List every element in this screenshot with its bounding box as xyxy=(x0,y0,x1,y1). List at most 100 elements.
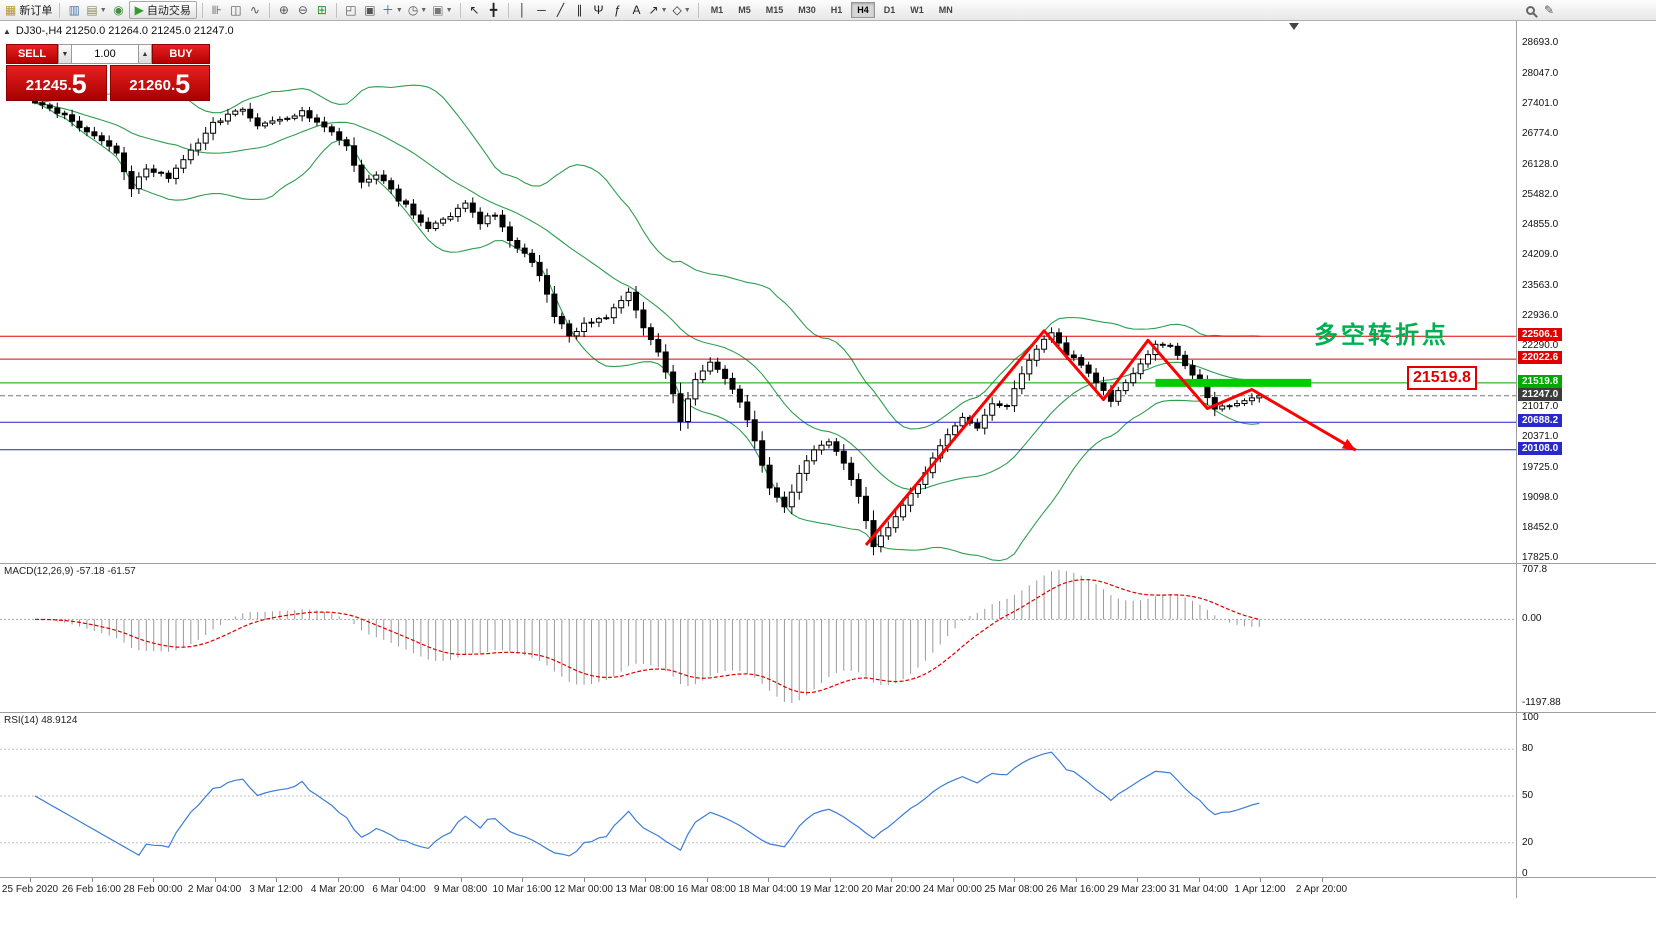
bollinger-bands xyxy=(34,83,1260,562)
timeframe-d1[interactable]: D1 xyxy=(883,5,896,15)
bar-chart-icon[interactable]: ⊪ xyxy=(208,1,226,19)
time-axis-label: 18 Mar 04:00 xyxy=(738,884,798,895)
time-axis-tick xyxy=(399,878,400,882)
timeframe-h1[interactable]: H1 xyxy=(830,5,843,15)
timeframe-m5[interactable]: M5 xyxy=(738,5,751,15)
time-axis[interactable]: 25 Feb 2020 26 Feb 16:00 28 Feb 00:00 2 Mar… xyxy=(0,878,1516,900)
time-axis-label: 29 Mar 23:00 xyxy=(1107,884,1167,895)
dropdown-arrow-icon[interactable]: ▼ xyxy=(99,6,107,14)
timeframe-w1[interactable]: W1 xyxy=(910,5,924,15)
price-axis-label: 17825.0 xyxy=(1522,552,1559,563)
sell-price-button[interactable]: 21245. 5 xyxy=(6,65,107,101)
price-axis-label: 18452.0 xyxy=(1522,522,1559,533)
time-axis-label: 24 Mar 00:00 xyxy=(923,884,982,895)
trend-arrow xyxy=(864,329,1357,546)
cursor-icon[interactable]: ↖ xyxy=(466,1,484,19)
toolbar-separator xyxy=(697,2,699,18)
time-axis-tick xyxy=(460,878,462,882)
panel-separator[interactable] xyxy=(0,563,1656,564)
volume-increase-button[interactable]: ▲ xyxy=(138,44,152,64)
pitchfork-icon[interactable]: Ψ xyxy=(590,1,608,19)
time-axis-tick xyxy=(1137,878,1138,882)
zoom-in-icon[interactable]: ⊕ xyxy=(275,1,293,19)
candlestick-chart-icon: ◫ xyxy=(230,3,242,17)
grid-icon[interactable]: ⊞ xyxy=(313,1,331,19)
snapshot-icon[interactable]: ▣ ▼ xyxy=(430,1,454,19)
chart-shift-marker-icon[interactable] xyxy=(1289,23,1299,30)
new-chart-button[interactable]: ＋ ▼ xyxy=(380,1,405,19)
buy-button[interactable]: BUY xyxy=(152,44,210,64)
volume-decrease-button[interactable]: ▼ xyxy=(58,44,72,64)
time-axis-label: 4 Mar 20:00 xyxy=(310,884,365,895)
dropdown-arrow-icon[interactable]: ▼ xyxy=(395,6,403,14)
vertical-line-icon[interactable]: │ xyxy=(514,1,532,19)
arrows-icon[interactable]: ↗ ▼ xyxy=(647,1,670,19)
search-icon[interactable] xyxy=(1521,1,1539,19)
price-axis-label: 27401.0 xyxy=(1522,98,1559,109)
cascade-windows-icon[interactable]: ▣ xyxy=(361,1,379,19)
tile-windows-icon: ◰ xyxy=(345,3,357,17)
dropdown-arrow-icon[interactable]: ▼ xyxy=(445,6,453,14)
price-axis-label: 28693.0 xyxy=(1522,37,1559,48)
new-chart-icon: ＋ xyxy=(381,3,394,17)
toolbar-separator xyxy=(459,2,461,18)
panel-separator[interactable] xyxy=(0,712,1656,713)
grid-icon: ⊞ xyxy=(316,3,327,17)
dropdown-arrow-icon[interactable]: ▼ xyxy=(683,6,691,14)
price-axis-label: 21017.0 xyxy=(1522,401,1559,412)
fibonacci-icon[interactable]: ƒ xyxy=(609,1,627,19)
price-axis-badge: 20688.2 xyxy=(1518,414,1563,427)
level-price-label: 21519.8 xyxy=(1407,366,1477,390)
rsi-indicator-label: RSI(14) 48.9124 xyxy=(4,715,78,726)
timeframe-m1[interactable]: M1 xyxy=(710,5,724,15)
navigator-icon[interactable]: ◉ xyxy=(110,1,128,19)
price-axis-label: 25482.0 xyxy=(1522,189,1559,200)
period-clock-icon: ◷ xyxy=(407,3,419,17)
new-order-button[interactable]: ▦ 新订单 xyxy=(3,1,54,19)
tile-windows-icon[interactable]: ◰ xyxy=(342,1,360,19)
profiles-icon[interactable]: ▤ ▼ xyxy=(84,1,108,19)
edit-icon[interactable]: ✎ xyxy=(1540,1,1558,19)
trendline-icon[interactable]: ╱ xyxy=(552,1,570,19)
time-axis-tick xyxy=(1260,878,1261,882)
channel-icon[interactable]: ∥ xyxy=(571,1,589,19)
charts-icon[interactable]: ▥ xyxy=(65,1,83,19)
price-axis-badge: 21519.8 xyxy=(1518,375,1563,388)
time-axis-label: 25 Feb 2020 xyxy=(1,884,59,895)
timeframe-h4[interactable]: H4 xyxy=(851,2,875,18)
volume-input[interactable] xyxy=(72,44,138,64)
price-axis-badge: 21247.0 xyxy=(1518,388,1563,401)
autotrading-button[interactable]: ▶ 自动交易 xyxy=(128,1,197,19)
candlestick-chart-icon[interactable]: ◫ xyxy=(227,1,245,19)
crosshair-icon[interactable]: ╋ xyxy=(485,1,503,19)
panel-separator[interactable] xyxy=(0,877,1656,878)
timeframe-m30[interactable]: M30 xyxy=(798,5,816,15)
dropdown-arrow-icon[interactable]: ▼ xyxy=(420,6,428,14)
shapes-icon[interactable]: ◇ ▼ xyxy=(671,1,693,19)
toolbar-separator xyxy=(507,2,509,18)
price-axis[interactable]: 28693.0 28047.0 27401.0 26774.0 26128.0 25482… xyxy=(1516,0,1656,944)
timeframe-mn[interactable]: MN xyxy=(938,5,953,15)
time-axis-tick xyxy=(829,878,831,882)
dropdown-arrow-icon[interactable]: ▼ xyxy=(660,6,668,14)
new-order-button-label: 新订单 xyxy=(19,5,53,17)
sell-button[interactable]: SELL xyxy=(6,44,58,64)
price-axis-label: 20371.0 xyxy=(1522,431,1559,442)
price-axis-label: 22936.0 xyxy=(1522,310,1559,321)
time-axis-tick xyxy=(706,878,708,882)
one-click-toggle-icon[interactable]: ▲ xyxy=(3,26,11,36)
time-axis-label: 25 Mar 08:00 xyxy=(984,884,1044,895)
line-chart-icon[interactable]: ∿ xyxy=(246,1,264,19)
price-axis-label: 24855.0 xyxy=(1522,219,1559,230)
time-axis-label: 26 Feb 16:00 xyxy=(62,884,121,895)
price-axis-label: 23563.0 xyxy=(1522,280,1559,291)
period-clock-icon[interactable]: ◷ ▼ xyxy=(406,1,429,19)
timeframe-m15[interactable]: M15 xyxy=(765,5,784,15)
text-icon[interactable]: A xyxy=(628,1,646,19)
horizontal-line-icon[interactable]: ─ xyxy=(533,1,551,19)
zoom-out-icon[interactable]: ⊖ xyxy=(294,1,312,19)
buy-price-button[interactable]: 21260. 5 xyxy=(109,65,210,101)
macd-axis-label: 707.8 xyxy=(1522,564,1548,575)
